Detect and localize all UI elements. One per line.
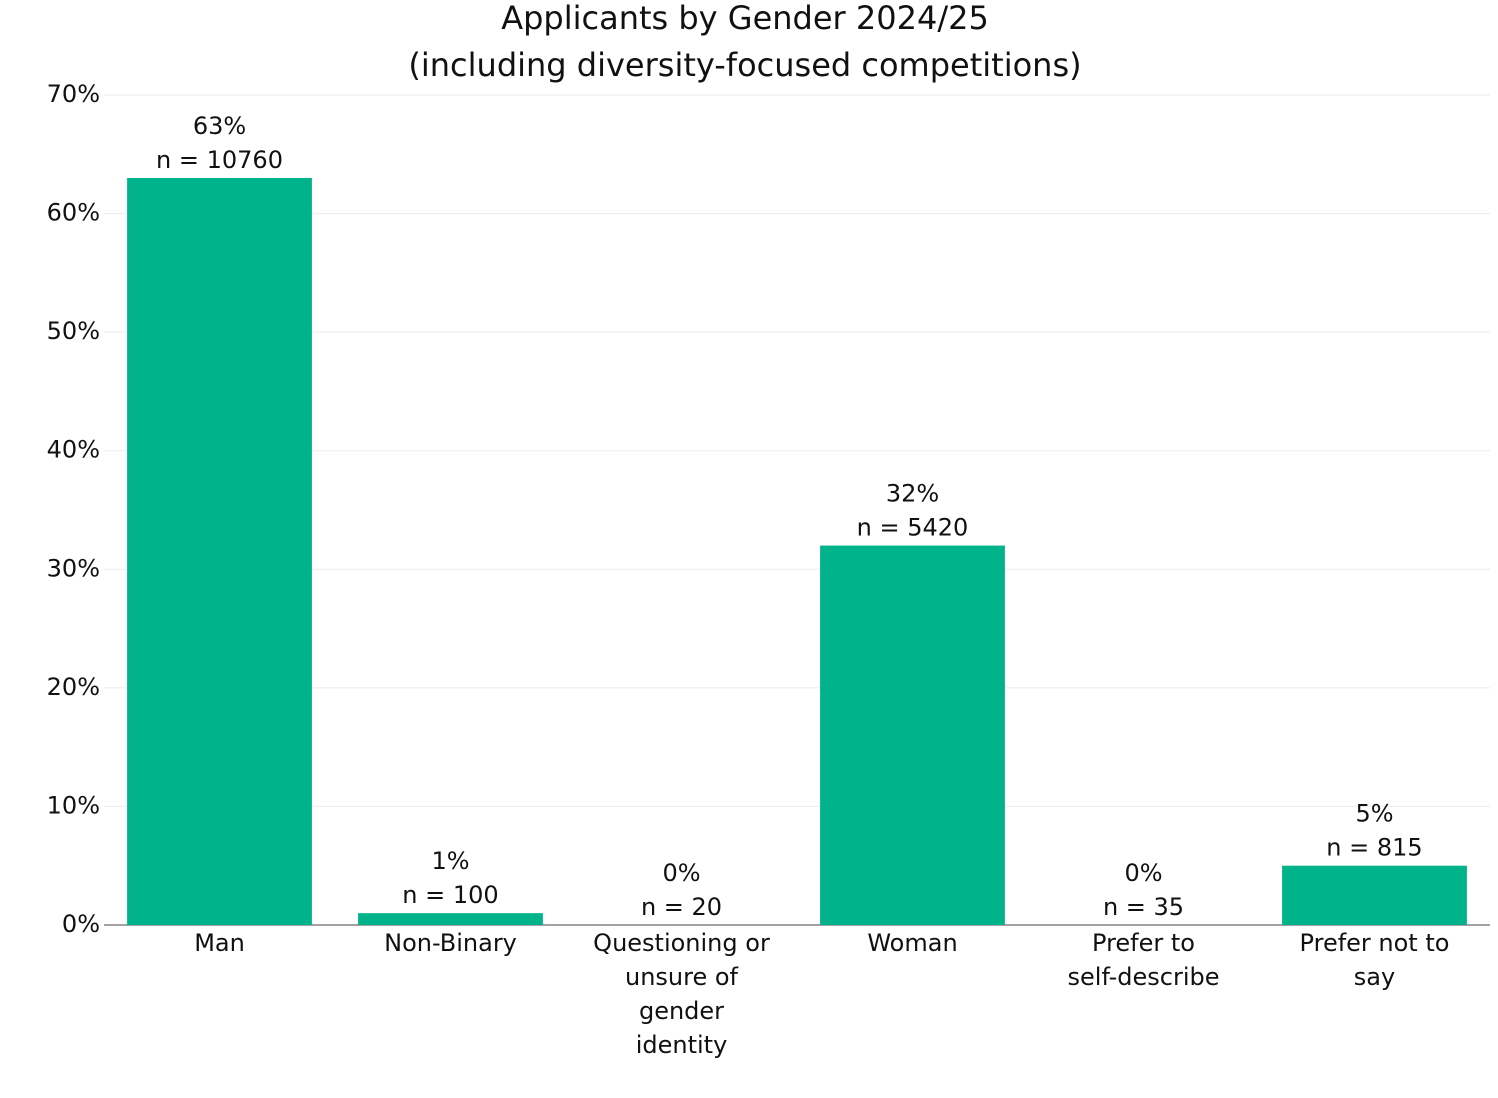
y-tick-label: 30% (47, 554, 100, 582)
value-label: 0% (662, 859, 700, 887)
y-tick-label: 10% (47, 791, 100, 819)
x-tick-label: Prefer not to say (1300, 929, 1450, 991)
x-tick-label: Non-Binary (384, 929, 517, 957)
value-label: 1% (431, 847, 469, 875)
x-tick-label: Prefer to self-describe (1068, 929, 1220, 991)
bar (358, 913, 543, 925)
count-label: n = 20 (641, 893, 722, 921)
y-tick-label: 50% (47, 317, 100, 345)
y-tick-label: 60% (47, 199, 100, 227)
chart-title: Applicants by Gender 2024/25 (501, 0, 989, 37)
count-label: n = 815 (1326, 834, 1422, 862)
x-tick-label: Man (194, 929, 245, 957)
count-label: n = 5420 (857, 514, 969, 542)
y-tick-label: 40% (47, 436, 100, 464)
chart-subtitle: (including diversity-focused competition… (408, 46, 1081, 84)
y-tick-label: 0% (62, 910, 100, 938)
count-label: n = 10760 (156, 146, 283, 174)
y-tick-label: 20% (47, 673, 100, 701)
x-tick-label: Woman (867, 929, 957, 957)
count-label: n = 35 (1103, 893, 1184, 921)
bar (1282, 865, 1467, 925)
count-label: n = 100 (402, 881, 498, 909)
value-label: 32% (886, 480, 939, 508)
x-tick-label: Questioning or unsure of gender identity (593, 929, 770, 1059)
y-tick-label: 70% (47, 80, 100, 108)
value-label: 0% (1124, 859, 1162, 887)
value-label: 63% (193, 112, 246, 140)
value-label: 5% (1355, 800, 1393, 828)
bar (127, 178, 312, 925)
bar (820, 545, 1005, 925)
